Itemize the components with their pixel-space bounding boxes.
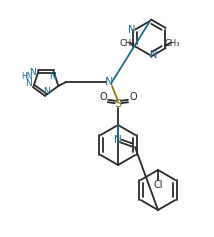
Text: N: N [25,78,32,87]
Text: N: N [105,77,113,87]
Text: N: N [44,87,50,96]
Text: HN: HN [22,72,33,81]
Text: S: S [114,99,122,109]
Text: N: N [29,68,36,77]
Text: N: N [114,135,122,145]
Text: N: N [150,50,158,60]
Text: CH₃: CH₃ [165,39,180,48]
Text: N: N [128,24,135,35]
Text: Cl: Cl [153,180,163,190]
Text: O: O [129,92,137,102]
Text: CH₃: CH₃ [120,39,135,48]
Text: O: O [99,92,107,102]
Text: N: N [49,72,56,81]
